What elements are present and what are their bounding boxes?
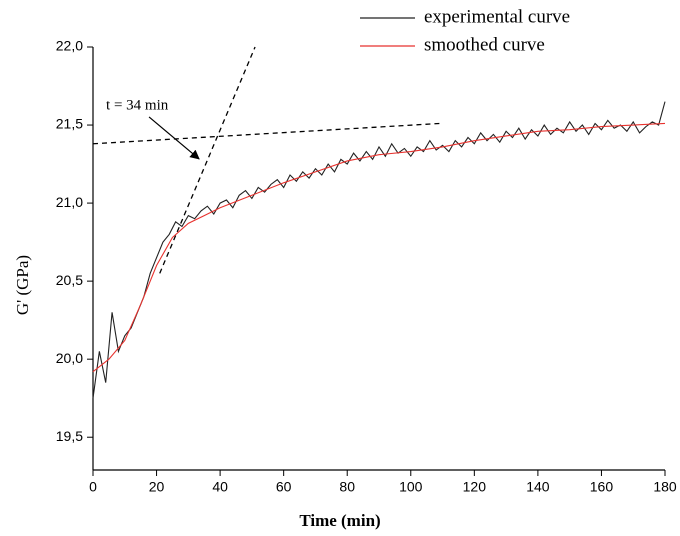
series-line [92,101,666,399]
x-tick-label: 140 [526,479,550,495]
x-tick-label: 0 [89,479,97,495]
x-tick-label: 40 [212,479,228,495]
annotation-text: t = 34 min [106,97,169,113]
legend-label: experimental curve [424,6,570,27]
y-tick-label: 22,0 [56,38,83,54]
y-tick-label: 20,5 [56,272,83,288]
y-tick-label: 21,0 [56,194,83,210]
x-axis-label: Time (min) [299,511,380,530]
x-tick-label: 180 [653,479,677,495]
legend-label: smoothed curve [424,34,545,55]
x-tick-label: 80 [339,479,355,495]
x-tick-label: 120 [463,479,487,495]
x-tick-label: 100 [399,479,423,495]
y-axis-label: G' (GPa) [13,255,32,315]
tangent-line [159,46,256,274]
y-tick-label: 19,5 [56,428,83,444]
series-line [92,122,666,373]
x-tick-label: 60 [276,479,292,495]
annotation-arrow [148,116,200,160]
y-tick-label: 21,5 [56,116,83,132]
x-tick-label: 20 [149,479,165,495]
y-tick-label: 20,0 [56,350,83,366]
x-tick-label: 160 [590,479,614,495]
tangent-line [92,122,440,145]
